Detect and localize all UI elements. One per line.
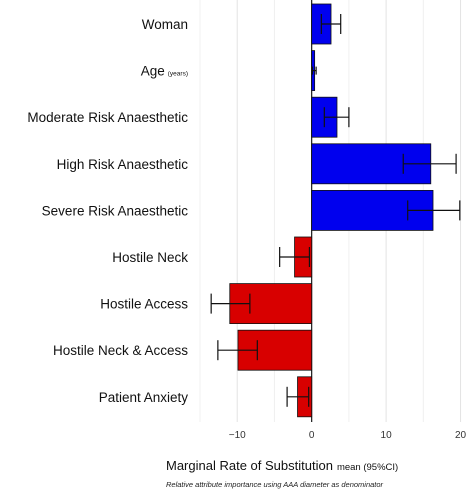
error-bar	[279, 247, 311, 267]
category-label-text: Age	[141, 64, 165, 79]
category-label: Hostile Neck	[112, 250, 188, 265]
category-label: Age (years)	[141, 64, 188, 79]
x-tick-label: 0	[309, 430, 315, 441]
category-label-text: High Risk Anaesthetic	[57, 157, 189, 172]
error-bar	[217, 340, 258, 361]
x-axis-title-suffix: mean (95%CI)	[337, 462, 398, 473]
error-bars	[210, 14, 461, 407]
bars	[229, 3, 434, 418]
error-bar	[320, 14, 342, 34]
category-label: Patient Anxiety	[99, 390, 189, 405]
chart-caption: Relative attribute importance using AAA …	[166, 480, 384, 489]
category-label: Hostile Neck & Access	[53, 343, 188, 358]
category-label-text: Patient Anxiety	[99, 390, 189, 405]
error-bar	[210, 293, 251, 314]
x-tick-label: −10	[229, 430, 246, 441]
category-label: High Risk Anaesthetic	[57, 157, 189, 172]
category-label: Severe Risk Anaesthetic	[42, 203, 189, 218]
x-axis-title: Marginal Rate of Substitution mean (95%CI…	[166, 458, 398, 473]
category-label-text: Severe Risk Anaesthetic	[42, 203, 189, 218]
x-tick-label: 10	[381, 430, 393, 441]
category-label: Hostile Access	[100, 297, 188, 312]
x-tick-label: 20	[455, 430, 467, 441]
category-label-text: Hostile Neck	[112, 250, 188, 265]
error-bar	[311, 66, 317, 75]
error-bar	[323, 107, 350, 128]
category-label: Moderate Risk Anaesthetic	[27, 110, 188, 125]
category-label: Woman	[142, 17, 188, 32]
category-label-text: Woman	[142, 17, 188, 32]
x-axis-title-main: Marginal Rate of Substitution	[166, 458, 333, 473]
error-bar	[407, 200, 461, 221]
x-tick-labels: −10 0 10 20	[229, 430, 467, 441]
category-label-text: Hostile Access	[100, 297, 188, 312]
error-bar	[402, 153, 457, 174]
category-label-text: Hostile Neck & Access	[53, 343, 188, 358]
category-sublabel: (years)	[168, 71, 188, 78]
category-label-text: Moderate Risk Anaesthetic	[27, 110, 188, 125]
category-labels: Woman Age (years) Moderate Risk Anaesthetic…	[27, 17, 188, 405]
error-bar	[286, 386, 310, 407]
